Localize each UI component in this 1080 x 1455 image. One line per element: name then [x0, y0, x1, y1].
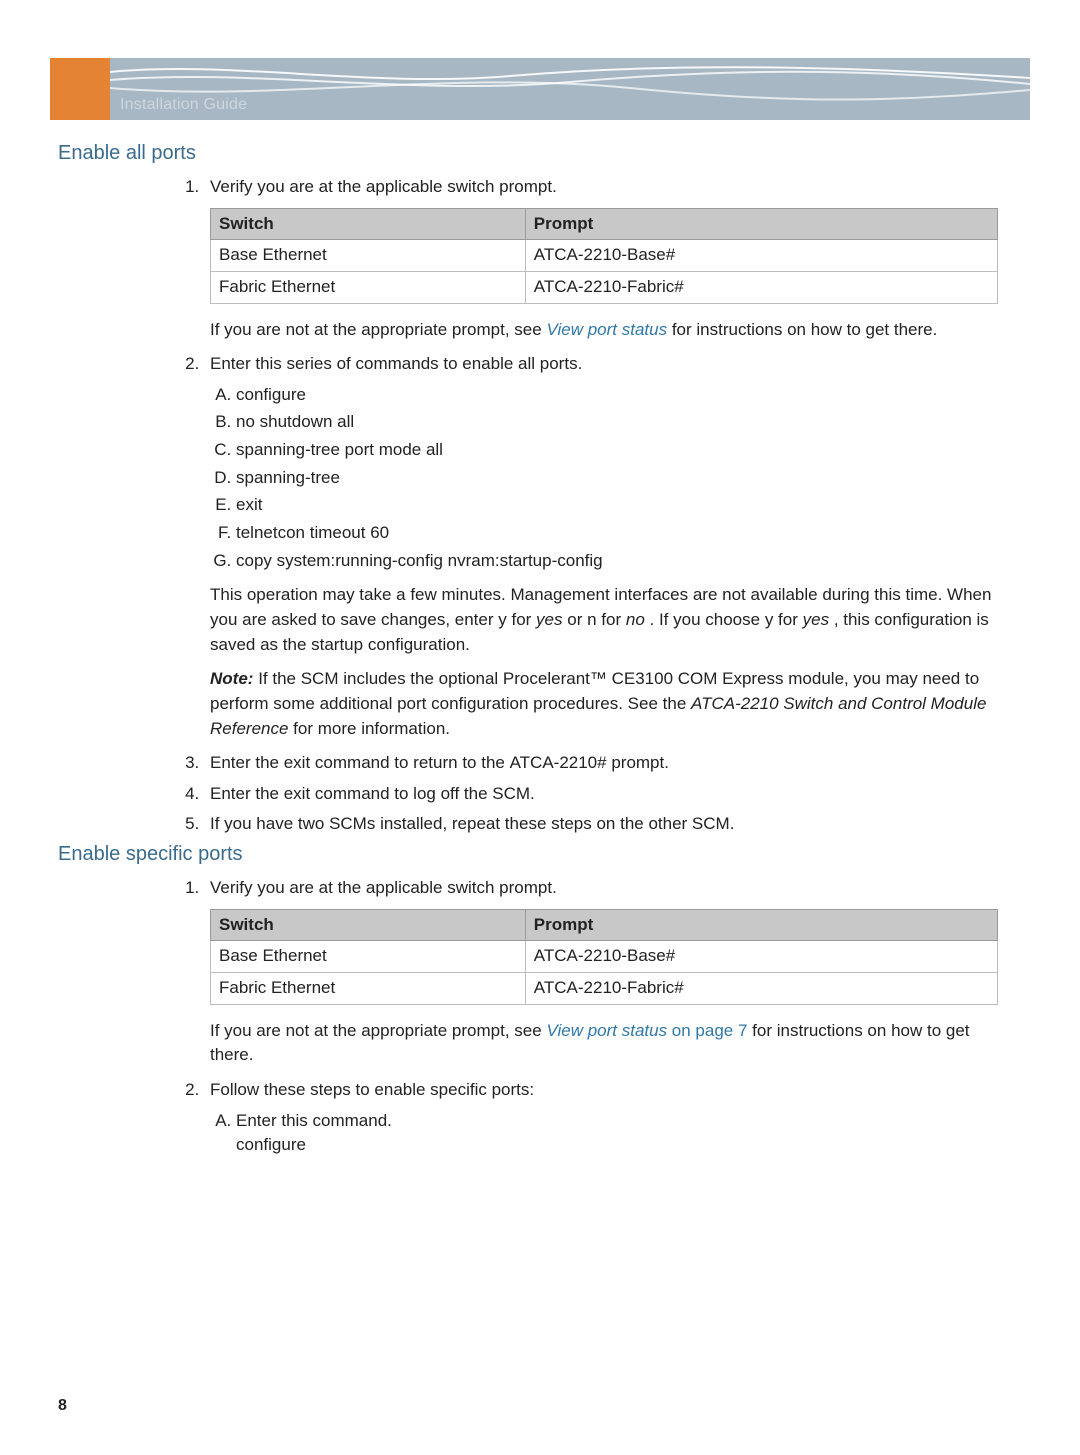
page-number: 8: [58, 1397, 67, 1415]
note-label: Note:: [210, 669, 253, 688]
text: prompt.: [611, 753, 669, 772]
step-2: Follow these steps to enable specific po…: [204, 1078, 998, 1158]
th-prompt: Prompt: [525, 208, 997, 240]
step-3: Enter the exit command to return to the …: [204, 751, 998, 776]
switch-prompt-table: Switch Prompt Base Ethernet ATCA-2210-Ba…: [210, 208, 998, 304]
text: If you are not at the appropriate prompt…: [210, 1021, 546, 1040]
section-title-enable-all-ports: Enable all ports: [58, 142, 998, 165]
th-switch: Switch: [211, 909, 526, 941]
ital-yes: yes: [536, 610, 562, 629]
page-content: Enable all ports Verify you are at the a…: [58, 142, 998, 1158]
key-y: y: [498, 610, 507, 629]
text: . If you choose: [650, 610, 765, 629]
text: for: [511, 610, 536, 629]
link-text-2: on page 7: [667, 1021, 747, 1040]
step-1: Verify you are at the applicable switch …: [204, 876, 998, 1068]
link-text-1: View port status: [546, 1021, 667, 1040]
command-list: configure no shutdown all spanning-tree …: [236, 383, 998, 573]
page-header-banner: Installation Guide: [50, 58, 1030, 120]
text: Enter the: [210, 753, 284, 772]
cmd: spanning-tree: [236, 468, 340, 487]
cmd: telnetcon timeout 60: [236, 523, 389, 542]
note-para: Note: If the SCM includes the optional P…: [210, 667, 998, 741]
td-prompt: ATCA-2210-Base#: [525, 240, 997, 272]
ital-yes: yes: [803, 610, 829, 629]
step-5: If you have two SCMs installed, repeat t…: [204, 812, 998, 837]
td-prompt: ATCA-2210-Base#: [525, 941, 997, 973]
text: for: [778, 610, 803, 629]
td-switch: Fabric Ethernet: [211, 271, 526, 303]
prompt-text: ATCA-2210#: [510, 753, 607, 772]
text: Enter this command.: [236, 1111, 392, 1130]
step-4: Enter the exit command to log off the SC…: [204, 782, 998, 807]
banner-gray-block: [110, 58, 1030, 120]
th-prompt: Prompt: [525, 909, 997, 941]
cmd-item: exit: [236, 493, 998, 518]
td-switch: Base Ethernet: [211, 941, 526, 973]
text: If you have two SCMs installed, repeat t…: [210, 814, 734, 833]
link-view-port-status[interactable]: View port status: [546, 320, 667, 339]
cmd-configure: configure: [236, 1135, 306, 1154]
step-1: Verify you are at the applicable switch …: [204, 175, 998, 342]
steps-enable-specific-ports: Verify you are at the applicable switch …: [204, 876, 998, 1158]
cmd-item: telnetcon timeout 60: [236, 521, 998, 546]
cmd: exit: [236, 495, 262, 514]
switch-prompt-table: Switch Prompt Base Ethernet ATCA-2210-Ba…: [210, 909, 998, 1005]
cmd-exit: exit: [284, 784, 310, 803]
th-switch: Switch: [211, 208, 526, 240]
key-n: n: [587, 610, 596, 629]
cmd: configure: [236, 385, 306, 404]
cmd: no shutdown all: [236, 412, 354, 431]
step-1-text: Verify you are at the applicable switch …: [210, 878, 557, 897]
table-row: Fabric Ethernet ATCA-2210-Fabric#: [211, 271, 998, 303]
text: command to return to the: [315, 753, 510, 772]
text: for instructions on how to get there.: [672, 320, 938, 339]
substep-a: Enter this command. configure: [236, 1109, 998, 1158]
text: Enter the: [210, 784, 284, 803]
operation-para: This operation may take a few minutes. M…: [210, 583, 998, 657]
cmd-item: configure: [236, 383, 998, 408]
text: If you are not at the appropriate prompt…: [210, 320, 546, 339]
substeps: Enter this command. configure: [236, 1109, 998, 1158]
step-2: Enter this series of commands to enable …: [204, 352, 998, 741]
banner-label: Installation Guide: [120, 96, 247, 114]
td-switch: Base Ethernet: [211, 240, 526, 272]
table-row: Fabric Ethernet ATCA-2210-Fabric#: [211, 973, 998, 1005]
after-table-para: If you are not at the appropriate prompt…: [210, 318, 998, 343]
td-switch: Fabric Ethernet: [211, 973, 526, 1005]
banner-orange-block: [50, 58, 110, 120]
text: for: [601, 610, 626, 629]
cmd-exit: exit: [284, 753, 310, 772]
td-prompt: ATCA-2210-Fabric#: [525, 271, 997, 303]
td-prompt: ATCA-2210-Fabric#: [525, 973, 997, 1005]
cmd: copy system:running-config nvram:startup…: [236, 551, 603, 570]
after-table-para: If you are not at the appropriate prompt…: [210, 1019, 998, 1068]
steps-enable-all-ports: Verify you are at the applicable switch …: [204, 175, 998, 837]
cmd-item: copy system:running-config nvram:startup…: [236, 549, 998, 574]
step-2-text: Enter this series of commands to enable …: [210, 354, 582, 373]
step-1-text: Verify you are at the applicable switch …: [210, 177, 557, 196]
ital-no: no: [626, 610, 645, 629]
step-2-text: Follow these steps to enable specific po…: [210, 1080, 534, 1099]
table-row: Base Ethernet ATCA-2210-Base#: [211, 941, 998, 973]
banner-wave-icon: [110, 58, 1030, 120]
text: or: [567, 610, 587, 629]
text: for more information.: [293, 719, 450, 738]
link-view-port-status[interactable]: View port status on page 7: [546, 1021, 747, 1040]
section-title-enable-specific-ports: Enable specific ports: [58, 843, 998, 866]
cmd-item: no shutdown all: [236, 410, 998, 435]
table-row: Base Ethernet ATCA-2210-Base#: [211, 240, 998, 272]
cmd-item: spanning-tree port mode all: [236, 438, 998, 463]
cmd: spanning-tree port mode all: [236, 440, 443, 459]
key-y: y: [765, 610, 774, 629]
text: command to log off the SCM.: [315, 784, 535, 803]
cmd-item: spanning-tree: [236, 466, 998, 491]
